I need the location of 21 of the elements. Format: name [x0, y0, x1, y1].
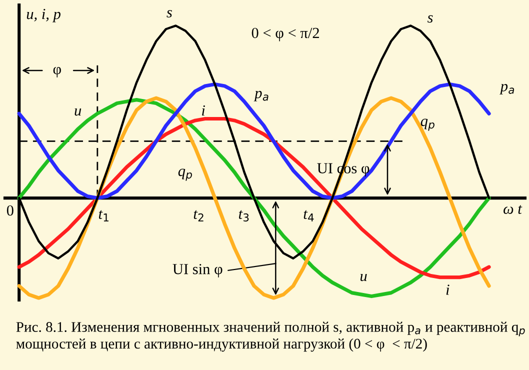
text: p$_{a}$ — [499, 84, 514, 94]
y-axis-title: u, i, p — [26, 8, 60, 22]
text: s — [427, 15, 433, 23]
text: 0 — [6, 205, 14, 216]
annotation: t$_{4}$ — [304, 210, 314, 222]
series-label: q$_{p}$ — [420, 118, 434, 131]
series-label: p$_{a}$ — [254, 90, 268, 102]
annotation: t$_{3}$ — [238, 210, 249, 222]
annotation: 0 < φ < π/2 — [252, 28, 319, 42]
text: Рис. 8.1. Изменения мгновенных значений полной s, активной p$_{a}$ и реактивной q$_{p}$ мощностей в цепи с активно-индуктивной нагрузкой (0 < φ < π/2) — [16, 322, 525, 352]
text: q$_{p}$ — [178, 168, 192, 181]
text: u — [360, 274, 367, 282]
series-label: i — [202, 105, 205, 116]
annotation: φ — [53, 66, 61, 78]
x-axis-title: ω t — [504, 205, 522, 214]
annotation: t$_{1}$ — [98, 210, 108, 222]
series-label: u — [74, 108, 82, 116]
series-label: s — [166, 10, 172, 18]
annotation: UI sin φ — [172, 264, 222, 278]
text: i — [446, 284, 450, 295]
annotation: t$_{2}$ — [194, 210, 204, 222]
